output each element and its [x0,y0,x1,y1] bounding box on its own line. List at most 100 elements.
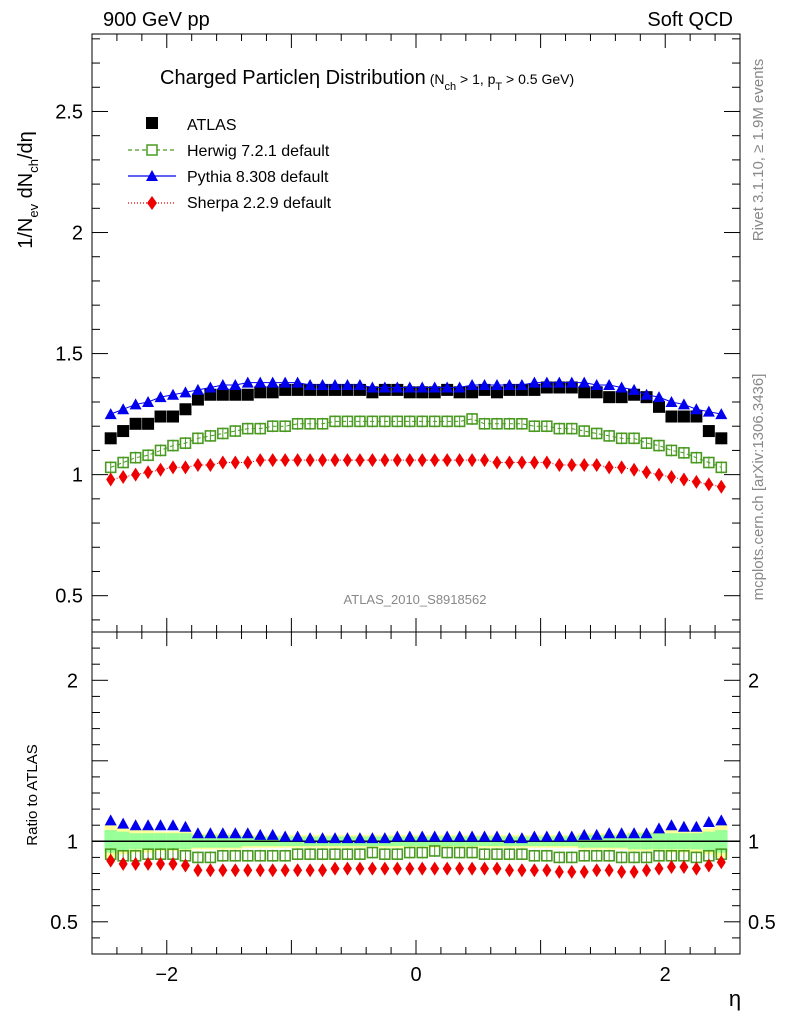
ratio-point-triangle [291,830,304,842]
ratio-point-triangle [715,814,728,826]
data-point-open-square [516,417,528,430]
ratio-y-tick-label: 2 [67,670,78,692]
ratio-point-triangle [216,827,229,839]
data-point-triangle [478,379,491,391]
data-point-triangle [204,381,217,393]
data-point-triangle [167,388,179,400]
data-point-triangle [254,376,267,388]
ratio-point-open-square [603,849,615,862]
ratio-point-diamond [180,858,190,873]
ratio-point-diamond [492,861,502,876]
data-point-diamond [554,457,564,472]
data-point-open-square [354,415,366,428]
data-point-triangle [702,405,715,417]
data-point-square [266,386,279,399]
ratio-point-diamond [542,863,552,878]
ratio-point-triangle [179,820,192,832]
ratio-point-diamond [442,861,452,876]
ratio-point-diamond [679,860,689,875]
data-point-diamond [143,465,153,480]
data-point-triangle [216,379,229,391]
ratio-point-open-square [615,851,628,864]
main-y-tick-label: 1.5 [55,344,83,366]
ratio-point-open-square [578,849,591,862]
ratio-point-diamond [168,856,178,871]
data-point-diamond [542,455,552,470]
data-point-open-square [142,449,154,462]
data-point-diamond [592,457,602,472]
data-point-diamond [243,455,253,470]
data-point-open-square [416,415,429,428]
data-point-diamond [442,453,452,468]
data-point-diamond [579,457,589,472]
data-point-triangle [142,396,155,407]
ratio-point-triangle [154,819,167,831]
main-plot-series [104,376,728,494]
ratio-point-open-square [590,849,603,862]
ratio-point-diamond [355,861,365,876]
ratio-y-tick-label: 0.5 [50,912,78,934]
ratio-point-open-square [441,846,453,859]
data-point-open-square [665,444,678,457]
ratio-point-open-square [640,851,653,864]
data-point-open-square [129,451,142,464]
data-point-diamond [168,460,178,475]
rivet-note: Rivet 3.1.10, ≥ 1.9M events [750,59,767,242]
ratio-point-open-square [204,851,217,864]
data-point-triangle [715,408,728,420]
header-right: Soft QCD [647,9,733,31]
ratio-point-diamond [480,861,490,876]
data-point-open-square [329,415,341,428]
data-point-diamond [367,453,377,468]
data-point-square [603,391,616,404]
data-point-open-square [615,432,628,445]
data-point-diamond [716,479,726,494]
ratio-point-diamond [467,861,477,876]
legend-marker-herwig [146,144,158,156]
data-point-open-square [553,422,566,435]
data-point-diamond [180,460,190,475]
ratio-point-diamond [330,861,340,876]
ratio-point-triangle [628,827,641,839]
data-point-open-square [117,456,129,469]
ratio-point-open-square [503,848,516,860]
data-point-diamond [405,453,415,468]
chart-title: Charged Particleη Distribution (Nch > 1, … [160,67,574,93]
ratio-point-triangle [316,832,329,844]
data-point-open-square [229,425,242,437]
ratio-point-open-square [217,849,229,862]
title-cond-a: (N [430,71,445,87]
ratio-point-triangle [366,832,379,844]
x-tick-label: 2 [660,964,671,986]
ratio-point-open-square [254,849,267,862]
data-point-diamond [517,455,527,470]
main-axis-ticks: 0.5 1 1.5 2 2.5 [55,34,741,632]
data-point-open-square [379,415,391,428]
data-point-open-square [179,437,192,449]
data-point-triangle [291,376,304,388]
ratio-point-triangle [129,819,142,831]
data-point-open-square [690,451,703,464]
ratio-point-open-square [565,851,578,864]
data-point-diamond [318,453,328,468]
title-cond-b: > 1, p [456,71,496,87]
ratio-point-open-square [466,846,478,859]
ratio-point-triangle [428,830,441,842]
data-point-diamond [205,457,215,472]
data-point-square [702,425,715,438]
ratio-point-open-square [192,851,204,864]
data-point-open-square [403,415,416,428]
data-point-diamond [617,460,627,475]
ratio-point-diamond [131,856,141,871]
x-axis-label: η [729,986,741,1011]
ratio-point-triangle [378,832,391,844]
data-point-triangle [104,408,117,420]
data-point-diamond [218,455,228,470]
ratio-point-open-square [653,849,665,862]
data-point-diamond [131,467,141,482]
data-point-triangle [590,379,603,391]
data-point-open-square [304,417,316,430]
ratio-point-open-square [291,848,304,860]
data-point-diamond [654,467,664,482]
ratio-point-open-square [478,848,491,860]
